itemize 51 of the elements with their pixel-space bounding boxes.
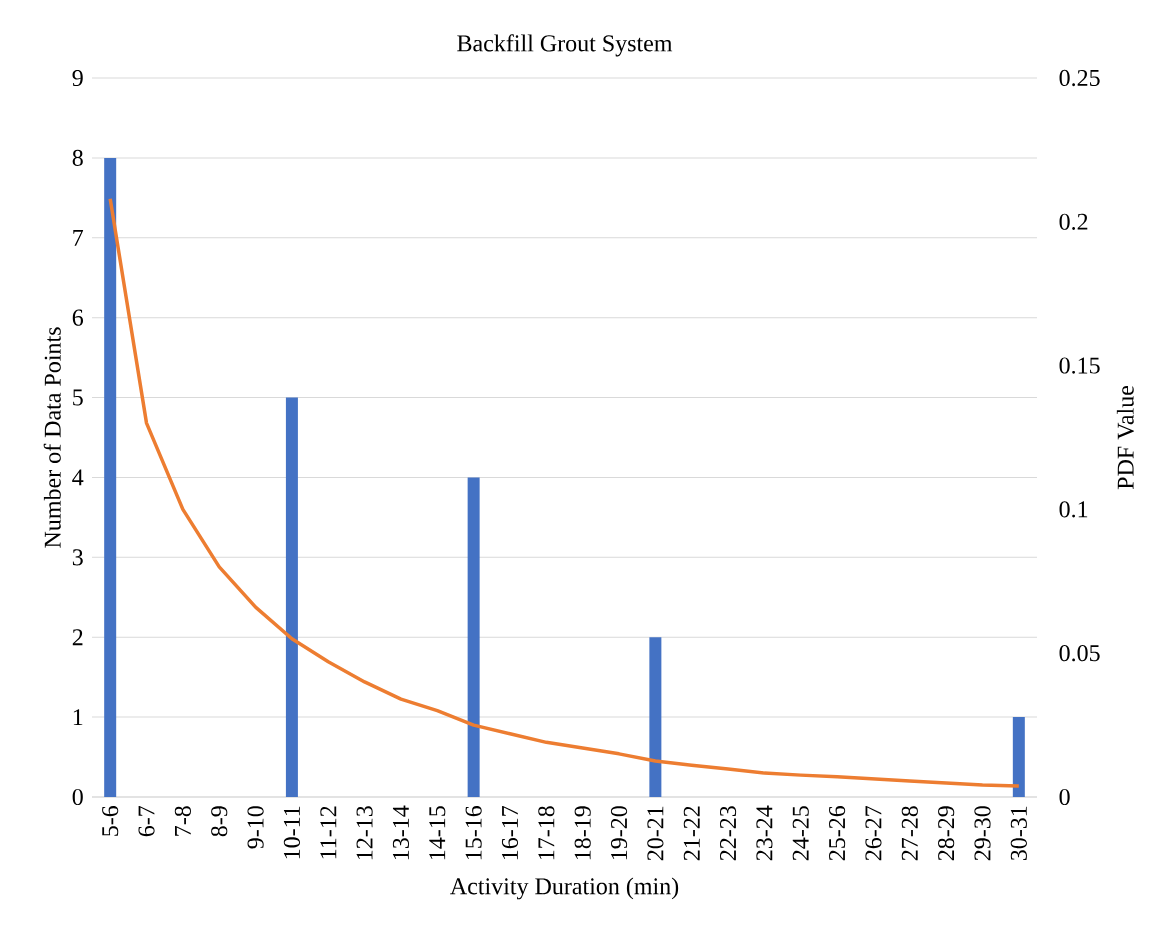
- y-tick-label: 0: [72, 788, 83, 806]
- y2-tick-label: 0.1: [1059, 501, 1088, 518]
- bar: [467, 477, 480, 797]
- x-tick-label: 30-31: [1010, 806, 1027, 861]
- x-tick-label: 26-27: [865, 805, 882, 861]
- x-tick-label: 14-15: [429, 806, 446, 860]
- x-tick-label: 28-29: [938, 806, 955, 861]
- x-tick-label: 19-20: [610, 806, 628, 860]
- bar: [649, 637, 662, 797]
- x-axis-title: Activity Duration (min): [450, 877, 679, 900]
- x-tick-label: 24-25: [792, 806, 809, 861]
- y-tick-label: 1: [73, 709, 83, 726]
- y2-axis-title: PDF Value: [1116, 385, 1134, 490]
- x-tick-label: 27-28: [901, 806, 918, 861]
- x-tick-label: 6-7: [138, 805, 155, 837]
- x-tick-label: 7-8: [174, 806, 191, 836]
- y-tick-label: 2: [72, 629, 83, 646]
- y2-tick-label: 0.2: [1059, 213, 1088, 230]
- x-tick-label: 9-10: [247, 806, 264, 849]
- y-axis-title: Number of Data Points: [43, 327, 61, 548]
- y2-tick-label: 0.05: [1059, 645, 1100, 662]
- y-tick-label: 4: [72, 469, 84, 486]
- x-tick-label: 22-23: [720, 806, 737, 861]
- y-tick-label: 8: [72, 149, 83, 166]
- bar: [1012, 717, 1025, 797]
- y-tick-label: 9: [72, 69, 83, 87]
- x-tick-label: 25-26: [829, 805, 846, 861]
- x-tick-label: 10-11: [283, 806, 300, 859]
- x-tick-label: 13-14: [392, 805, 410, 860]
- x-tick-label: 20-21: [647, 806, 664, 861]
- chart-title: Backfill Grout System: [457, 34, 673, 57]
- bar: [104, 157, 117, 797]
- x-tick-label: 17-18: [538, 806, 555, 860]
- x-tick-label: 11-12: [320, 806, 337, 859]
- x-tick-label: 23-24: [756, 805, 773, 861]
- x-tick-label: 21-22: [683, 806, 700, 861]
- y2-tick-label: 0.25: [1059, 69, 1100, 87]
- x-tick-label: 18-19: [574, 806, 591, 860]
- y2-tick-label: 0: [1059, 788, 1070, 806]
- y2-tick-label: 0.15: [1059, 357, 1100, 374]
- x-tick-label: 8-9: [211, 806, 228, 837]
- x-tick-label: 12-13: [356, 806, 373, 860]
- bar: [285, 397, 298, 797]
- y-tick-label: 5: [73, 389, 83, 406]
- x-tick-label: 29-30: [974, 806, 991, 861]
- y-tick-label: 3: [72, 549, 83, 566]
- y-tick-label: 6: [72, 309, 84, 326]
- x-tick-label: 5-6: [102, 805, 119, 836]
- y-tick-label: 7: [73, 229, 84, 246]
- x-tick-label: 15-16: [465, 805, 482, 860]
- x-tick-label: 16-17: [501, 805, 519, 860]
